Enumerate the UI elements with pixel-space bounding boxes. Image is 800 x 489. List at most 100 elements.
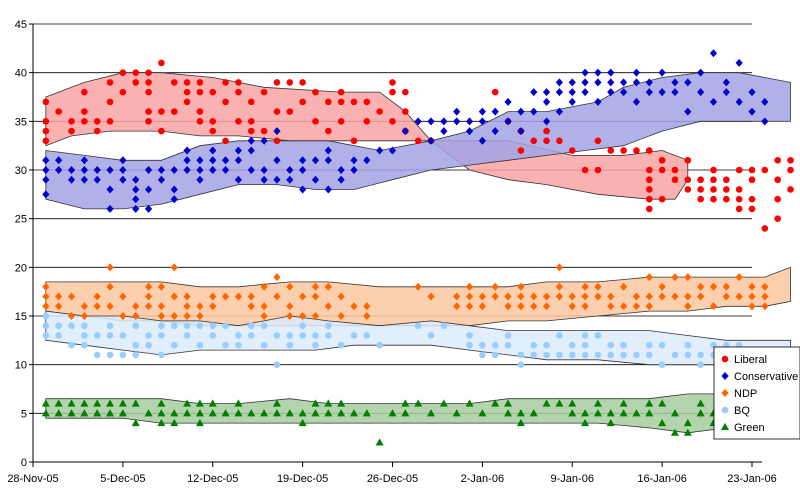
conservative-point (530, 107, 538, 116)
ndp-point (170, 263, 178, 272)
bq-point (376, 341, 383, 349)
liberal-point (363, 118, 371, 125)
liberal-point (170, 79, 178, 86)
liberal-point (68, 127, 75, 135)
liberal-point (196, 79, 204, 86)
liberal-point (389, 79, 396, 86)
conservative-point (234, 146, 243, 155)
liberal-point (312, 88, 319, 96)
ndp-point (542, 292, 551, 301)
ndp-point (119, 312, 127, 320)
bq-point (247, 332, 255, 339)
ndp-point (465, 292, 474, 301)
liberal-point (106, 79, 114, 86)
conservative-point (620, 78, 628, 87)
liberal-point (312, 118, 319, 125)
green-point (645, 399, 654, 407)
series-ndp (42, 263, 769, 320)
liberal-point (325, 98, 332, 106)
liberal-point (93, 118, 101, 125)
x-tick-label: 16-Jan-06 (637, 473, 687, 485)
bq-point (106, 332, 114, 339)
liberal-point (543, 137, 550, 145)
green-point (593, 399, 602, 407)
ndp-point (42, 292, 50, 301)
bq-point (427, 332, 435, 339)
bq-point (658, 341, 666, 349)
liberal-point (55, 108, 62, 115)
liberal-point (68, 118, 75, 125)
conservative-point (632, 68, 641, 77)
ndp-point (311, 282, 320, 291)
green-point (324, 399, 333, 407)
ndp-point (337, 312, 345, 320)
liberal-point (93, 127, 101, 135)
ndp-point (555, 263, 564, 272)
green-point (272, 399, 281, 407)
bq-point (93, 351, 101, 359)
green-point (658, 399, 667, 407)
green-point (221, 409, 230, 417)
liberal-point (170, 108, 178, 115)
ndp-point (350, 302, 358, 311)
green-point (478, 409, 487, 417)
liberal-point (684, 156, 692, 164)
conservative-point (453, 107, 461, 116)
conservative-point (196, 166, 204, 174)
conservative-point (478, 117, 486, 126)
bq-point (517, 351, 525, 359)
liberal-point (607, 147, 615, 154)
green-point (401, 399, 410, 407)
liberal-point (697, 195, 704, 203)
ndp-point (645, 273, 653, 282)
ndp-point (106, 263, 114, 272)
bq-point (183, 332, 191, 339)
bq-point (93, 332, 101, 339)
legend-marker-green (721, 422, 729, 430)
green-point (170, 418, 179, 427)
ndp-point (504, 292, 512, 301)
ndp-point (684, 273, 692, 282)
conservative-point (247, 136, 255, 145)
ndp-point (42, 282, 50, 291)
bq-point (170, 322, 178, 330)
conservative-point (337, 175, 345, 184)
green-point (683, 428, 692, 436)
liberal-point (389, 88, 396, 96)
bq-point (235, 332, 242, 339)
ndp-point (594, 282, 602, 291)
conservative-point (106, 204, 114, 213)
ndp-point (722, 282, 730, 291)
liberal-point (299, 98, 306, 106)
bq-point (697, 351, 704, 359)
bq-point (325, 332, 332, 339)
ndp-point (183, 292, 191, 301)
bq-point (581, 332, 589, 339)
conservative-point (594, 68, 602, 77)
conservative-point (209, 146, 217, 155)
ndp-point (157, 302, 165, 311)
liberal-point (247, 98, 255, 106)
liberal-point (645, 166, 653, 174)
liberal-point (774, 156, 781, 164)
green-point (195, 399, 204, 407)
bq-point (235, 341, 242, 349)
ndp-point (607, 292, 615, 301)
liberal-point (735, 186, 743, 193)
liberal-point (402, 108, 409, 115)
liberal-point (658, 156, 666, 164)
liberal-point (671, 166, 679, 174)
conservative-point (80, 156, 88, 165)
conservative-point (761, 117, 769, 126)
conservative-point (453, 117, 461, 126)
y-tick-label: 30 (15, 165, 27, 177)
bq-point (645, 341, 653, 349)
ndp-point (132, 312, 140, 320)
conservative-point (594, 78, 602, 87)
ndp-point (748, 302, 756, 311)
ndp-point (67, 312, 76, 320)
bq-point (132, 351, 140, 359)
legend-label-conservative: Conservative (734, 371, 798, 383)
liberal-point (119, 88, 127, 96)
